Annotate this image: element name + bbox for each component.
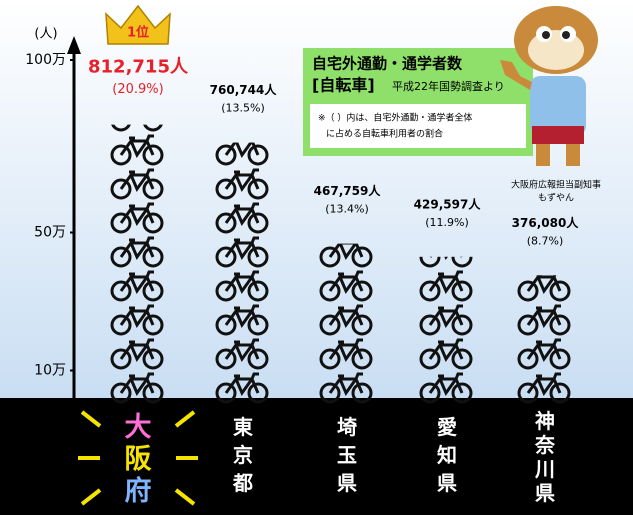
x-tick-label: 大阪府 [125, 412, 152, 507]
share-label: (20.9%) [112, 82, 163, 97]
subtitle: [自転車] [312, 76, 375, 95]
y-tick-label: 10万 [34, 363, 66, 379]
mascot-caption: もずやん [538, 193, 574, 204]
note: に占める自転車利用者の割合 [326, 128, 443, 140]
value-label: 429,597人 [414, 196, 482, 211]
x-tick-label: 埼玉県 [337, 415, 357, 495]
share-label: (11.9%) [425, 216, 469, 229]
share-label: (13.5%) [221, 102, 265, 115]
label-band [0, 398, 633, 515]
y-tick-label: 100万 [25, 52, 66, 68]
axis-arrow [67, 36, 81, 54]
bar [514, 275, 576, 405]
mascot [500, 6, 598, 166]
bar [416, 256, 478, 405]
source: 平成22年国勢調査より [392, 79, 505, 93]
share-label: (8.7%) [527, 234, 564, 247]
bar [212, 142, 274, 405]
y-unit: (人) [34, 27, 57, 42]
value-label: 760,744人 [210, 82, 278, 97]
bar [316, 243, 378, 405]
bar [107, 124, 169, 405]
x-tick-label: 神奈川県 [534, 409, 556, 505]
value-label: 812,715人 [88, 57, 189, 78]
note: ※（ ）内は、自宅外通勤・通学者全体 [318, 112, 472, 124]
mascot-caption: 大阪府広報担当副知事 [511, 179, 601, 191]
x-tick-label: 東京都 [232, 415, 253, 495]
value-label: 376,080人 [512, 215, 580, 230]
rank-badge: 1位 [127, 25, 149, 41]
share-label: (13.4%) [325, 203, 369, 216]
y-tick-label: 50万 [34, 225, 66, 241]
highlight-rays [78, 410, 198, 506]
crown [105, 4, 171, 45]
title: 自宅外通勤・通学者数 [312, 55, 463, 73]
value-label: 467,759人 [314, 183, 382, 198]
x-tick-label: 愛知県 [437, 415, 457, 495]
note-box [310, 104, 526, 148]
